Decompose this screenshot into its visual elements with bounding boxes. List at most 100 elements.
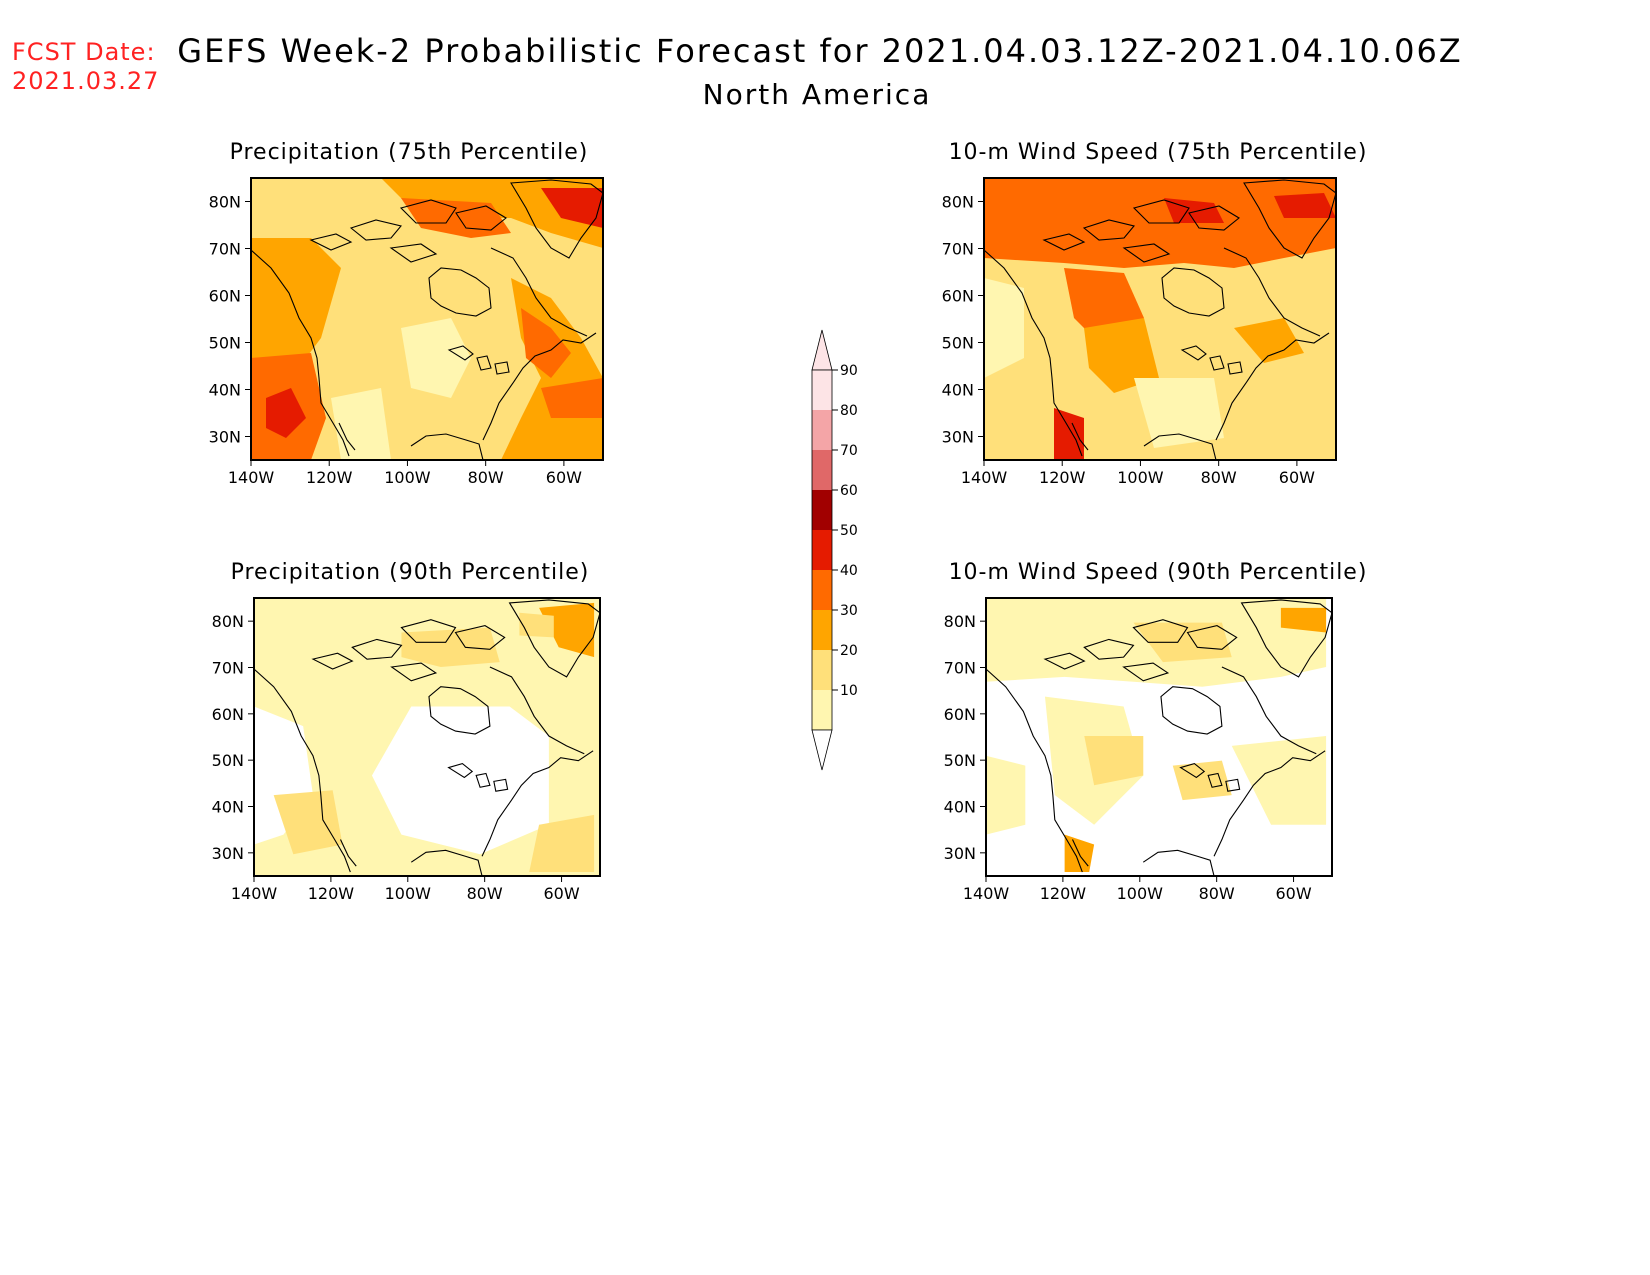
coastline (351, 638, 403, 660)
coastline (1186, 625, 1238, 650)
lat-tick-label: 80N (212, 612, 244, 631)
colorbar-label: 20 (840, 643, 858, 659)
panel-title: 10-m Wind Speed (75th Percentile) (948, 140, 1368, 165)
lon-tick-label: 80W (1199, 884, 1235, 903)
coastline (1207, 772, 1223, 788)
shaded-region (273, 790, 343, 855)
panel-wind-90: 10-m Wind Speed (90th Percentile) 80N 70N… (880, 560, 1440, 980)
colorbar-svg: 90 80 70 60 50 40 30 20 10 (811, 329, 858, 771)
lat-tick-label: 50N (942, 334, 974, 353)
colorbar-label: 30 (840, 603, 858, 619)
coastline (311, 652, 354, 670)
shaded-region (1084, 318, 1159, 393)
coastline (508, 599, 600, 678)
coastline (1243, 179, 1336, 259)
shaded-region (984, 278, 1024, 378)
lon-tick-label: 100W (384, 468, 431, 487)
lon-tick-label: 100W (1117, 468, 1164, 487)
coastline (1071, 422, 1089, 451)
lon-tick-label: 80W (467, 884, 503, 903)
map-frame (985, 597, 1333, 877)
coastline (428, 267, 492, 317)
coastline (1180, 345, 1207, 361)
lat-tick-label: 80N (209, 193, 241, 212)
coastline (400, 619, 457, 643)
coastline (984, 249, 1083, 457)
shaded-region (331, 388, 391, 460)
coastline (986, 668, 1083, 873)
coastline (1225, 778, 1241, 792)
lat-tick-label: 60N (212, 705, 244, 724)
colorbar-segment (812, 650, 832, 690)
shaded-region (1133, 622, 1232, 663)
colorbar-label: 80 (840, 403, 858, 419)
coastline (1043, 652, 1086, 670)
coastline (1072, 839, 1089, 867)
coastline (1161, 267, 1225, 317)
panel-title: Precipitation (90th Percentile) (230, 560, 590, 585)
coastline (410, 433, 484, 460)
shaded-region (401, 318, 471, 398)
region-title: North America (702, 78, 932, 111)
lat-tick-label: 60N (942, 287, 974, 306)
coastline (340, 839, 357, 867)
map-precip-90: 80N 70N 60N 50N 40N 30N 140W 120W 100W 80W 60W (212, 597, 601, 903)
colorbar-label: 40 (840, 563, 858, 579)
coastline (447, 763, 474, 779)
shaded-region (541, 188, 603, 228)
panel-title: 10-m Wind Speed (90th Percentile) (948, 560, 1368, 585)
shaded-region (371, 706, 549, 855)
panel-precip-75: Precipitation (75th Percentile) 80N 70N 60… (145, 140, 705, 560)
coastline (1042, 233, 1086, 251)
map-precip-75: 80N 70N 60N 50N 40N 30N 140W 120W 100W 80W 60W (209, 177, 604, 487)
colorbar-label: 70 (840, 443, 858, 459)
lat-tick-label: 30N (212, 844, 244, 863)
coastline (410, 849, 483, 876)
colorbar: 90 80 70 60 50 40 30 20 10 (790, 329, 870, 771)
colorbar-segment (812, 490, 832, 530)
panel-precip-90: Precipitation (90th Percentile) 80N 70N 60… (148, 560, 708, 980)
map-wind-90: 80N 70N 60N 50N 40N 30N 140W 120W 100W 80W 60W (944, 597, 1333, 903)
shaded-region (401, 627, 500, 668)
colorbar-label: 90 (840, 363, 858, 379)
lon-tick-label: 100W (385, 884, 432, 903)
map-wind-75: 80N 70N 60N 50N 40N 30N 140W 120W 100W 80W 60W (942, 177, 1337, 487)
lon-tick-label: 60W (546, 468, 582, 487)
lat-tick-label: 70N (212, 659, 244, 678)
coastline (1122, 243, 1171, 263)
colorbar-top-cap (811, 329, 833, 371)
colorbar-segment (812, 570, 832, 610)
colorbar-segment (812, 370, 832, 410)
lat-tick-label: 50N (212, 751, 244, 770)
coastline (399, 199, 457, 224)
map-frame (253, 597, 601, 877)
coastline (428, 686, 491, 735)
lat-tick-label: 40N (212, 798, 244, 817)
shaded-region (1172, 760, 1232, 801)
coastline (1143, 433, 1217, 460)
lat-tick-label: 70N (942, 240, 974, 259)
lat-tick-label: 40N (944, 798, 976, 817)
forecast-date-label: FCST Date: 2021.03.27 (12, 38, 159, 96)
coastline (493, 778, 509, 792)
map-svg: 80N 70N 60N 50N 40N 30N 140W 120W 100W 80W 60W (942, 177, 1337, 487)
coastline (254, 668, 351, 873)
shaded-region (1234, 318, 1304, 363)
shaded-region (1274, 193, 1336, 218)
map-svg: 80N 70N 60N 50N 40N 30N 140W 120W 100W 80W 60W (212, 597, 601, 903)
lon-tick-label: 100W (1117, 884, 1164, 903)
shaded-region (1084, 736, 1144, 786)
coastline (1122, 662, 1170, 682)
lat-tick-label: 80N (944, 612, 976, 631)
coastline (1227, 361, 1243, 375)
coastline (1240, 599, 1332, 678)
colorbar-label: 60 (840, 483, 858, 499)
coastline (489, 666, 585, 755)
lon-tick-label: 60W (1275, 884, 1311, 903)
shaded-region (1231, 736, 1327, 825)
shaded-region (401, 198, 511, 238)
coastline (1083, 638, 1135, 660)
lat-tick-label: 30N (944, 844, 976, 863)
lon-tick-label: 60W (543, 884, 579, 903)
shaded-region (1280, 607, 1327, 633)
